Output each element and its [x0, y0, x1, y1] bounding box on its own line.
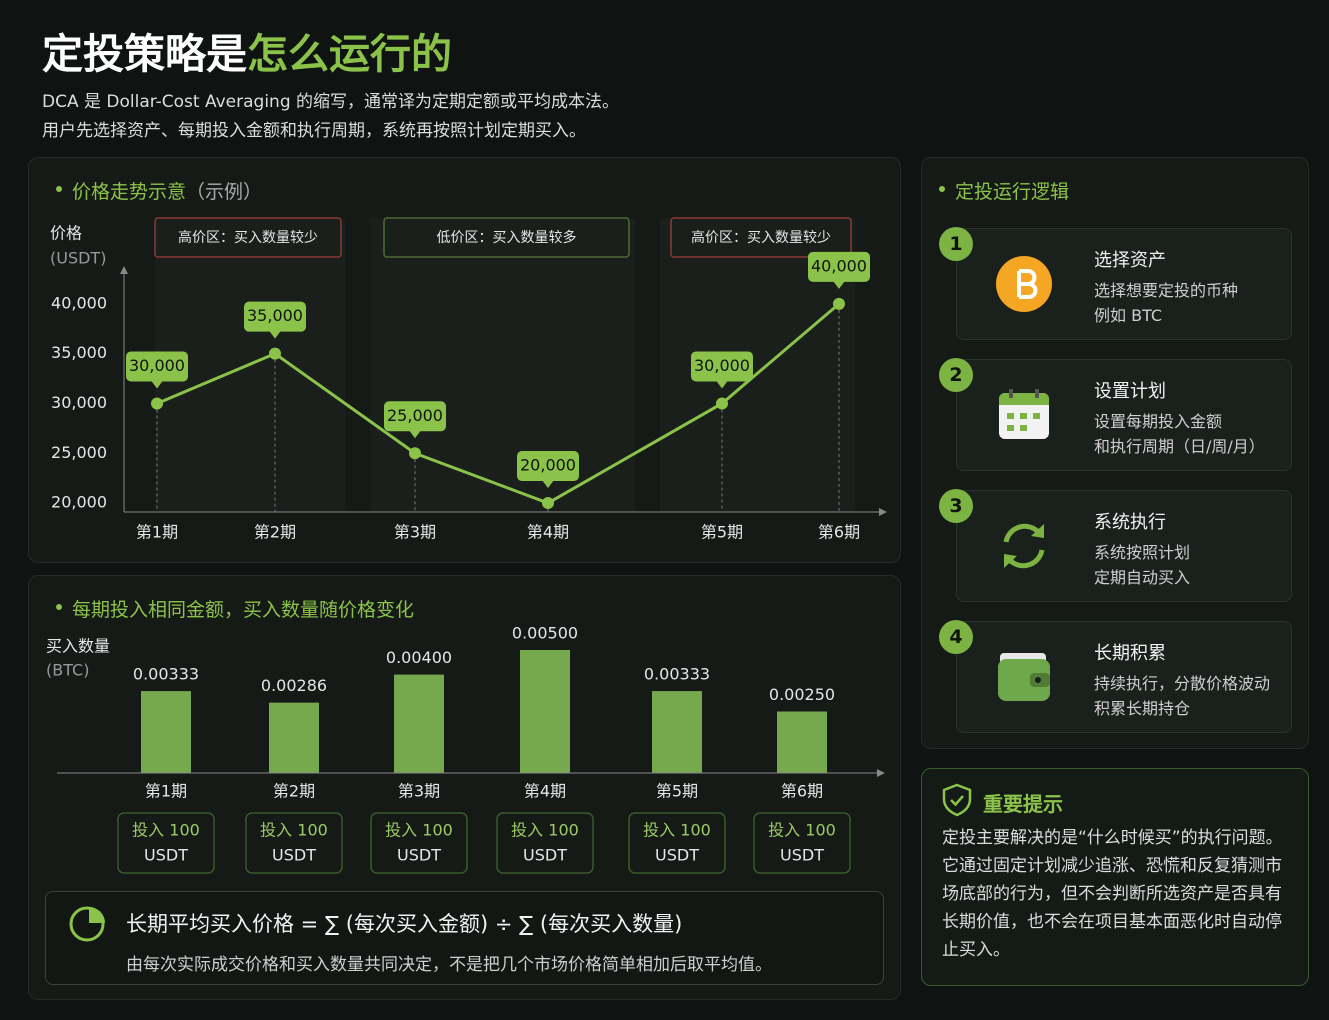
step-number: 3 [939, 489, 973, 523]
steps-title: 定投运行逻辑 [955, 181, 1070, 203]
step-icon [1003, 523, 1045, 569]
formula-description: 由每次实际成交价格和买入数量共同决定，不是把几个市场价格简单相加后取平均值。 [126, 955, 772, 975]
step-card: 设置计划设置每期投入金额和执行周期（日/周/月） [956, 359, 1292, 471]
step-text: 持续执行，分散价格波动 [1094, 674, 1271, 693]
page-title: 定投策略是怎么运行的 [42, 20, 452, 80]
step-title: 长期积累 [1094, 643, 1166, 664]
step-card: 选择资产选择想要定投的币种 例如 BTC [956, 228, 1292, 340]
step-icon [996, 256, 1052, 312]
bullet [939, 186, 945, 192]
bullet [56, 186, 62, 192]
tip-title: 重要提示 [983, 792, 1063, 816]
chart-title: 每期投入相同金额，买入数量随价格变化 [72, 599, 415, 621]
step-text: 例如 BTC [1094, 306, 1163, 325]
step-title: 设置计划 [1094, 381, 1166, 402]
chart-title: 价格走势示意 [72, 181, 187, 203]
step-number: 4 [939, 620, 973, 654]
step-text: 选择想要定投的币种 [1094, 281, 1239, 300]
tip-panel [921, 768, 1309, 986]
step-text: 系统按照计划 [1094, 543, 1191, 562]
panel-title: 价格走势示意（示例） [72, 177, 262, 204]
step-text: 定期自动买入 [1094, 568, 1191, 587]
step-number: 2 [939, 358, 973, 392]
step-text: 积累长期持仓 [1094, 699, 1191, 718]
formula-box: 长期平均买入价格 = ∑ (每次买入金额) ÷ ∑ (每次买入数量) 由每次实际… [45, 891, 884, 985]
title-accent: 怎么运行的 [247, 30, 452, 78]
step-icon [998, 653, 1050, 701]
subtitle: DCA 是 Dollar-Cost Averaging 的缩写，通常译为定期定额… [42, 92, 620, 112]
title-main: 定投策略是 [42, 30, 247, 78]
step-card: 系统执行系统按照计划 定期自动买入 [956, 490, 1292, 602]
tip-text: 定投主要解决的是“什么时候买”的执行问题。它通过固定计划减少追涨、恐慌和反复猜测… [942, 828, 1283, 960]
step-title: 选择资产 [1094, 250, 1166, 271]
pie-icon [69, 906, 105, 942]
price-panel [28, 157, 901, 563]
subtitle: 用户先选择资产、每期投入金额和执行周期，系统再按照计划定期买入。 [42, 121, 586, 141]
step-text: 设置每期投入金额 [1094, 412, 1223, 431]
chart-title-note: （示例） [186, 181, 263, 203]
shield-icon [942, 783, 972, 817]
step-text: 和执行周期（日/周/月） [1094, 437, 1265, 456]
bullet [56, 604, 62, 610]
step-number: 1 [939, 227, 973, 261]
step-card: 长期积累持续执行，分散价格波动 积累长期持仓 [956, 621, 1292, 733]
step-title: 系统执行 [1094, 512, 1166, 533]
formula: 长期平均买入价格 = ∑ (每次买入金额) ÷ ∑ (每次买入数量) [126, 912, 683, 936]
step-icon [999, 389, 1049, 439]
